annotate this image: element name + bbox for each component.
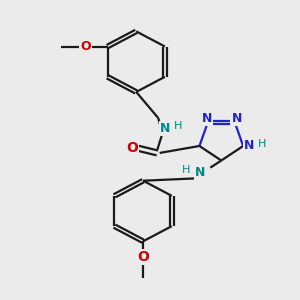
Text: N: N [202,112,212,125]
Text: N: N [232,112,242,125]
Text: N: N [195,166,205,179]
Text: H: H [174,122,183,131]
Text: H: H [182,165,190,175]
Text: H: H [258,139,267,149]
Text: N: N [244,140,254,152]
Text: O: O [80,40,91,53]
Text: O: O [137,250,149,264]
Text: O: O [126,141,138,155]
Text: N: N [160,122,170,136]
